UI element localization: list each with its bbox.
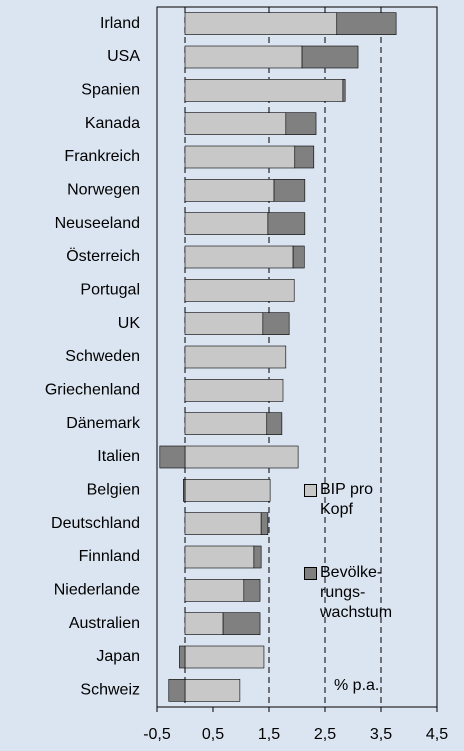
legend-swatch <box>304 484 317 497</box>
bar-segment <box>301 45 359 69</box>
bar-segment <box>285 112 317 135</box>
bar-segment <box>253 545 262 569</box>
bar-segment <box>184 79 344 102</box>
y-tick-label: Finnland <box>79 548 140 565</box>
y-tick-label: Griechenland <box>45 382 140 399</box>
y-tick-label: Österreich <box>66 247 140 265</box>
bar-segment <box>184 345 287 369</box>
bar-segment <box>266 412 283 435</box>
bar-segment <box>260 512 269 535</box>
x-tick-label: 1,5 <box>258 726 280 743</box>
x-tick-label: 3,5 <box>370 726 392 743</box>
bar-segment <box>184 212 269 235</box>
bar-segment <box>184 612 224 635</box>
y-tick-label: UK <box>118 315 141 332</box>
bar-segment <box>159 445 186 469</box>
legend-swatch <box>304 567 317 580</box>
bar-segment <box>222 612 261 635</box>
bar-segment <box>184 45 303 69</box>
bar-segment <box>184 679 241 702</box>
y-tick-label: USA <box>107 48 140 65</box>
bar-segment <box>168 679 186 702</box>
bar-segment <box>342 79 346 102</box>
bar-segment <box>184 445 299 469</box>
bar-segment <box>184 312 264 335</box>
y-tick-label: Niederlande <box>54 582 140 599</box>
y-tick-label: Portugal <box>80 282 140 299</box>
bar-segment <box>336 12 397 35</box>
bar-segment <box>179 645 186 669</box>
y-tick-label: Schweden <box>65 348 140 365</box>
y-tick-label: Belgien <box>87 482 140 499</box>
x-tick-label: -0,5 <box>143 726 171 743</box>
y-tick-label: Spanien <box>81 82 140 99</box>
legend-label: Bevölke- rungs- wachstum <box>320 564 393 621</box>
bar-segment <box>292 245 305 269</box>
bar-segment <box>267 212 306 235</box>
bar-segment <box>184 179 275 202</box>
bar-segment <box>184 379 284 402</box>
annotation: % p.a. <box>334 677 380 694</box>
plot-frame <box>156 6 438 708</box>
y-tick-label: Japan <box>96 648 140 665</box>
y-tick-label: Dänemark <box>66 415 141 432</box>
y-tick-label: Deutschland <box>51 515 140 532</box>
x-tick-label: 4,5 <box>426 726 448 743</box>
bar-segment <box>184 545 255 569</box>
bar-segment <box>184 112 287 135</box>
bar-segment <box>184 412 268 435</box>
y-tick-label: Schweiz <box>80 682 140 699</box>
y-tick-label: Kanada <box>85 115 140 132</box>
x-tick-label: 0,5 <box>202 726 224 743</box>
legend-label: BIP pro Kopf <box>320 481 374 518</box>
bar-segment <box>184 579 245 602</box>
y-tick-label: Frankreich <box>64 148 140 165</box>
y-tick-label: Neuseeland <box>55 215 140 232</box>
bar-segment <box>273 179 306 202</box>
bar-segment <box>184 512 262 535</box>
bar-segment <box>184 145 296 169</box>
bar-segment <box>243 579 261 602</box>
bar-segment <box>184 245 294 269</box>
bar-segment <box>184 12 338 35</box>
y-tick-label: Australien <box>69 615 140 632</box>
y-tick-label: Irland <box>100 15 140 32</box>
bar-segment <box>262 312 290 335</box>
y-tick-label: Norwegen <box>67 182 140 199</box>
bar-segment <box>184 645 265 669</box>
bar-segment <box>183 479 186 502</box>
y-tick-label: Italien <box>97 448 140 465</box>
x-tick-label: 2,5 <box>314 726 336 743</box>
bar-segment <box>294 145 315 169</box>
bar-segment <box>184 279 295 302</box>
bar-segment <box>184 479 271 502</box>
